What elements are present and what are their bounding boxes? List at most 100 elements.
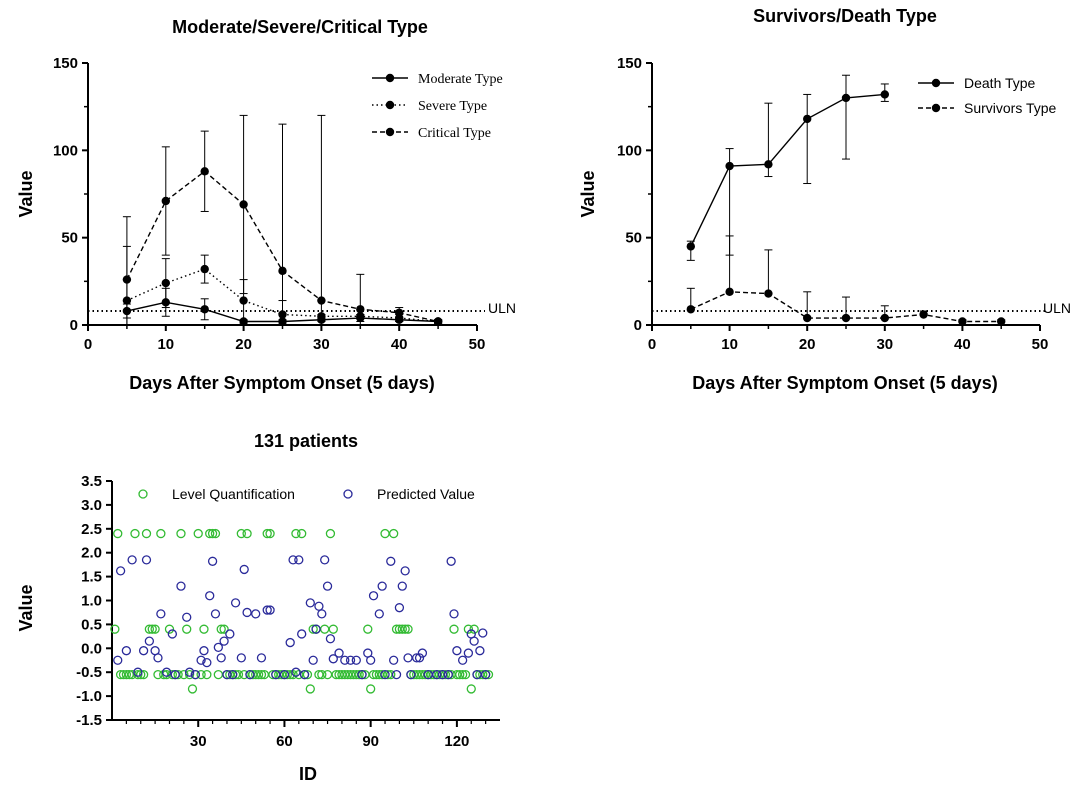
scatter-point [170,669,180,680]
scatter-point [202,669,212,680]
x-tick-label: 10 [721,336,738,353]
y-tick-label: 1.0 [81,593,102,610]
scatter-point [457,669,468,680]
scatter-point [173,669,183,680]
scatter-point [469,636,479,646]
data-point [997,317,1006,326]
chart1-x-axis-label: Days After Symptom Onset (5 days) [129,373,434,393]
y-tick-label: 150 [617,55,642,72]
chart-131-patients: 131 patients Value ID -1.5 -1.0 -0.5 0.0 0.5… [16,431,500,784]
scatter-point [325,634,336,644]
scatter-point [432,669,442,680]
scatter-point [389,528,399,539]
data-point [686,242,695,251]
data-point [161,196,170,206]
scatter-point [164,624,175,634]
scatter-point [205,591,215,601]
scatter-point [233,669,244,680]
y-tick-label: 0 [70,317,78,334]
y-tick-label: 0 [634,317,642,334]
scatter-point [400,624,410,634]
scatter-point [207,528,218,539]
scatter-point [210,609,221,619]
scatter-point [325,528,336,539]
scatter-point [242,528,252,539]
data-point [161,278,170,288]
data-point [841,93,851,103]
scatter-point [449,609,459,619]
scatter-point [228,669,238,680]
scatter-point [299,669,310,680]
scatter-point [193,528,203,539]
scatter-point [400,566,410,576]
x-tick-label: 0 [648,336,656,353]
scatter-point [320,624,330,634]
scatter-point [222,669,232,680]
scatter-point [320,555,330,565]
series-line [690,93,885,247]
scatter-point [449,624,459,634]
scatter-point [351,655,361,665]
data-point [200,305,209,314]
legend-marker [343,489,353,499]
data-point [764,160,773,169]
y-tick-label: 50 [61,230,78,247]
scatter-point [196,669,206,680]
y-tick-label: 50 [625,230,642,247]
scatter-point [437,669,448,680]
scatter-point [285,637,295,648]
scatter-point [219,636,229,646]
scatter-point [256,669,267,680]
scatter-point [130,528,140,539]
scatter-point [478,628,488,638]
scatter-point [161,667,172,677]
scatter-point [282,669,292,680]
scatter-point [345,655,356,665]
scatter-point [297,528,307,539]
scatter-point [291,528,301,539]
legend-label: Predicted Value [377,486,475,502]
y-tick-label: -1.0 [76,688,102,705]
legend-marker [138,489,148,499]
scatter-point [213,642,223,652]
scatter-point [138,669,149,680]
chart2-x-axis-label: Days After Symptom Onset (5 days) [692,373,997,393]
scatter-point [187,684,198,694]
y-tick-label: 100 [617,142,642,159]
scatter-point [256,653,267,663]
scatter-point [328,654,338,664]
chart3-legend: Level Quantification Predicted Value [138,486,475,502]
y-tick-label: 0.0 [81,640,102,657]
scatter-point [205,528,215,539]
chart-survivors-death: Survivors/Death Type Value Days After Sy… [578,6,1071,393]
x-tick-label: 30 [313,336,330,353]
scatter-point [213,669,223,680]
scatter-point [412,653,422,663]
scatter-point [463,648,474,658]
chart3-series [110,528,494,694]
scatter-point [230,598,241,608]
data-point [958,317,967,326]
legend-label: Critical Type [418,126,491,141]
scatter-point [317,609,327,619]
legend-swatch-marker [931,78,941,88]
x-tick-label: 20 [799,336,816,353]
chart2-ticks: 0 10 20 30 40 50 0 50 100 150 [617,55,1048,353]
series-predicted-value [113,555,491,680]
scatter-point [167,669,178,680]
scatter-point [452,646,462,656]
data-point [122,275,132,284]
chart1-legend: Moderate Type Severe Type Critical Type [372,72,503,141]
scatter-point [480,669,491,680]
legend-label: Severe Type [418,99,487,114]
series-line [126,268,439,323]
scatter-point [176,581,186,591]
scatter-point [308,624,318,634]
x-tick-label: 60 [276,733,293,750]
scatter-point [182,624,192,634]
x-tick-label: 120 [444,733,469,750]
scatter-point [305,684,315,694]
data-point [880,313,889,323]
scatter-point [328,624,338,634]
